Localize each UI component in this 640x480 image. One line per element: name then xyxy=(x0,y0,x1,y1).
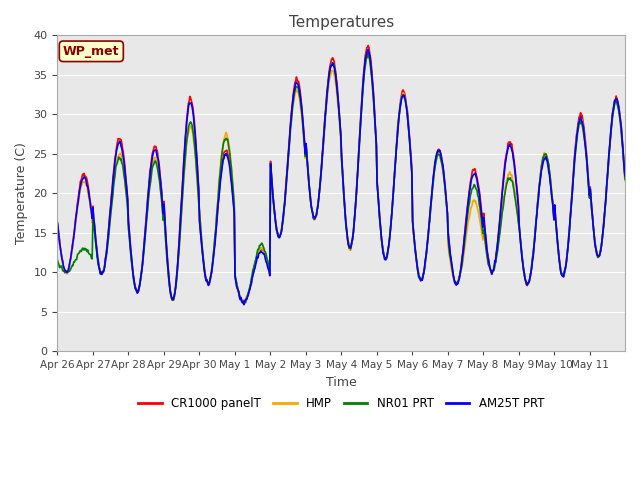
AM25T PRT xyxy=(275,235,282,240)
AM25T PRT xyxy=(621,173,629,179)
AM25T PRT xyxy=(54,220,61,226)
NR01 PRT xyxy=(275,233,282,239)
HMP xyxy=(253,252,261,258)
HMP xyxy=(364,52,372,58)
NR01 PRT xyxy=(401,96,409,102)
HMP xyxy=(433,154,441,160)
NR01 PRT xyxy=(433,154,441,159)
AM25T PRT xyxy=(120,159,128,165)
AM25T PRT xyxy=(433,150,441,156)
HMP xyxy=(401,96,409,102)
NR01 PRT xyxy=(239,300,247,306)
NR01 PRT xyxy=(621,176,629,182)
Line: NR01 PRT: NR01 PRT xyxy=(58,54,625,303)
CR1000 panelT xyxy=(253,252,261,257)
AM25T PRT xyxy=(401,97,409,103)
CR1000 panelT xyxy=(275,233,282,239)
CR1000 panelT xyxy=(364,43,372,48)
HMP xyxy=(54,225,61,230)
Y-axis label: Temperature (C): Temperature (C) xyxy=(15,143,28,244)
CR1000 panelT xyxy=(401,93,409,98)
CR1000 panelT xyxy=(433,151,441,156)
NR01 PRT xyxy=(364,51,371,57)
CR1000 panelT xyxy=(239,300,246,306)
Title: Temperatures: Temperatures xyxy=(289,15,394,30)
CR1000 panelT xyxy=(120,156,128,161)
Line: AM25T PRT: AM25T PRT xyxy=(58,49,625,305)
HMP xyxy=(225,137,232,143)
AM25T PRT xyxy=(240,302,248,308)
Line: CR1000 panelT: CR1000 panelT xyxy=(58,46,625,303)
Legend: CR1000 panelT, HMP, NR01 PRT, AM25T PRT: CR1000 panelT, HMP, NR01 PRT, AM25T PRT xyxy=(134,392,549,415)
NR01 PRT xyxy=(120,173,128,179)
AM25T PRT xyxy=(253,253,261,259)
Line: HMP: HMP xyxy=(58,55,625,302)
AM25T PRT xyxy=(225,157,232,163)
X-axis label: Time: Time xyxy=(326,376,356,389)
CR1000 panelT xyxy=(225,153,232,159)
HMP xyxy=(241,300,248,305)
HMP xyxy=(621,178,629,184)
AM25T PRT xyxy=(364,47,372,52)
NR01 PRT xyxy=(253,249,261,255)
Text: WP_met: WP_met xyxy=(63,45,120,58)
HMP xyxy=(275,232,282,238)
CR1000 panelT xyxy=(621,173,629,179)
NR01 PRT xyxy=(54,257,61,263)
NR01 PRT xyxy=(225,142,232,148)
CR1000 panelT xyxy=(54,219,61,225)
HMP xyxy=(120,169,128,175)
